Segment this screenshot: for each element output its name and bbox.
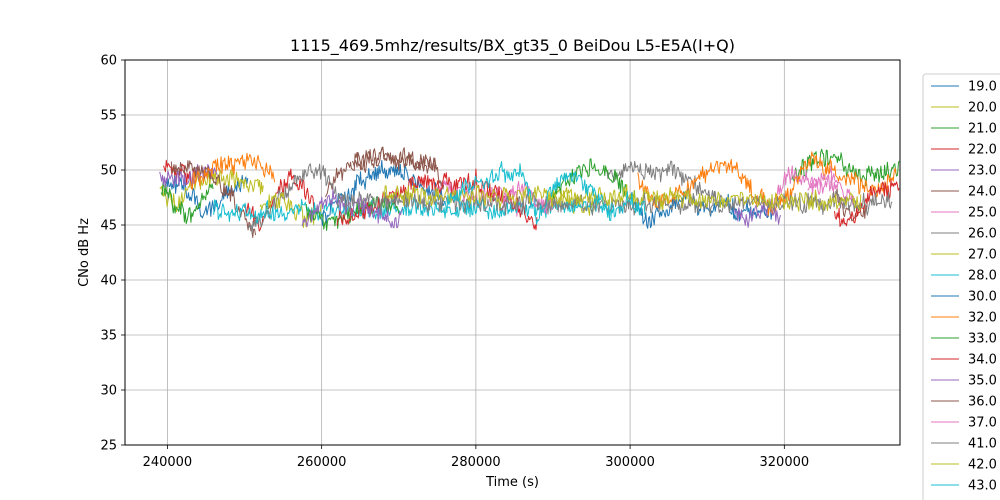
series-line-43.0 (444, 161, 646, 225)
series-trace (160, 180, 214, 225)
series-lines (159, 146, 900, 238)
y-tick-label: 50 (100, 164, 117, 179)
series-line-42.0 (382, 184, 862, 212)
series-trace (834, 179, 900, 227)
legend-entry-label: 19.0 (968, 80, 997, 95)
legend: 19.0 20.0 21.0 22.0 23.0 24.0 25.0 26.0 27.0 28.0… (922, 73, 1000, 500)
legend-entry-label: 30.0 (968, 290, 997, 305)
series-trace (190, 152, 276, 190)
legend-entry-label: 28.0 (968, 269, 997, 284)
series-trace (352, 146, 437, 173)
chart-title: 1115_469.5mhz/results/BX_gt35_0 BeiDou L… (290, 36, 735, 56)
legend-entry-label: 33.0 (968, 332, 997, 347)
x-tick-label: 240000 (143, 455, 193, 470)
y-tick-label: 60 (100, 54, 117, 69)
series-trace (772, 165, 838, 209)
series-trace (444, 161, 646, 225)
legend-entry-label: 21.0 (968, 122, 997, 137)
series-trace (733, 198, 781, 228)
y-tick-label: 30 (100, 384, 117, 399)
series-line-21.0 (160, 148, 900, 225)
series-trace (247, 163, 337, 235)
grid-lines (125, 59, 900, 446)
legend-entry-label: 42.0 (968, 458, 997, 473)
legend-entry-label: 43.0 (968, 479, 997, 494)
legend-entry-label: 32.0 (968, 311, 997, 326)
legend-entry-label: 41.0 (968, 437, 997, 452)
series-trace (163, 159, 195, 186)
y-tick-label: 55 (100, 109, 117, 124)
y-tick-label: 40 (100, 274, 117, 289)
legend-entry-label: 22.0 (968, 143, 997, 158)
series-trace (382, 184, 862, 212)
legend-entry-label: 25.0 (968, 206, 997, 221)
y-tick-label: 25 (100, 439, 117, 454)
x-tick-label: 260000 (297, 455, 347, 470)
legend-entry-label: 34.0 (968, 353, 997, 368)
legend-entry-label: 35.0 (968, 374, 997, 389)
legend-entry-label: 36.0 (968, 395, 997, 410)
series-line-35.0 (301, 189, 781, 229)
series-line-26.0 (247, 160, 724, 235)
series-trace (301, 189, 403, 229)
x-tick-label: 280000 (451, 455, 501, 470)
legend-box (922, 73, 1000, 500)
y-axis-ticks: 25 30 35 40 45 50 55 60 (100, 54, 125, 454)
y-axis-label: CNo dB Hz (77, 218, 92, 287)
series-trace (830, 179, 869, 222)
legend-entry-label: 37.0 (968, 416, 997, 431)
x-tick-label: 300000 (605, 455, 655, 470)
series-trace (259, 192, 322, 228)
x-axis-label: Time (s) (485, 475, 539, 490)
y-tick-label: 45 (100, 219, 117, 234)
x-axis-ticks: 240000 260000 280000 300000 320000 (143, 445, 810, 470)
legend-entry-label: 20.0 (968, 101, 997, 116)
plot-area-frame (124, 59, 901, 446)
series-trace (170, 160, 256, 238)
x-tick-label: 320000 (760, 455, 810, 470)
series-line-36.0 (352, 146, 437, 173)
y-tick-label: 35 (100, 329, 117, 344)
legend-entry-label: 24.0 (968, 185, 997, 200)
series-trace (791, 148, 900, 187)
series-trace (807, 172, 855, 205)
legend-entry-label: 26.0 (968, 227, 997, 242)
legend-entry-label: 23.0 (968, 164, 997, 179)
legend-entry-label: 27.0 (968, 248, 997, 263)
series-trace (606, 160, 724, 205)
